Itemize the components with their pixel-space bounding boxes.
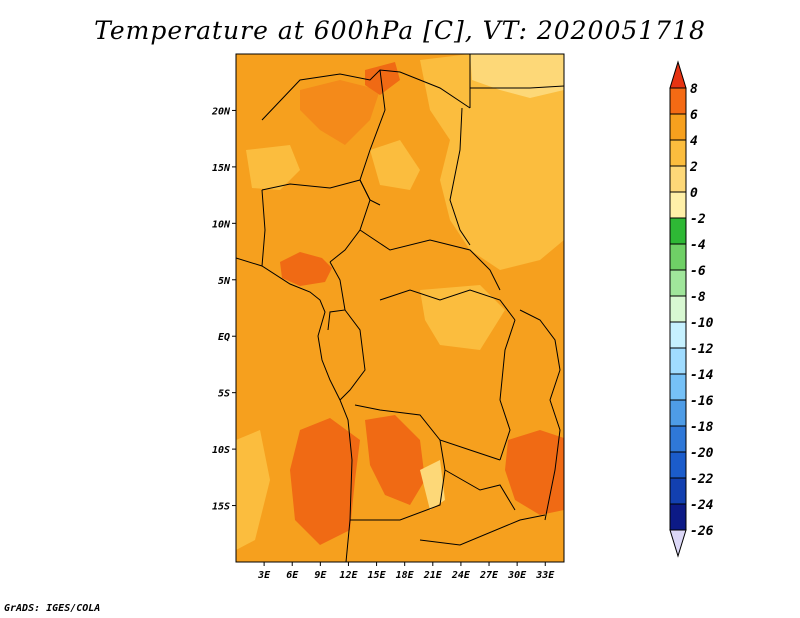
colorbar-label: -6 (690, 264, 706, 279)
colorbar-swatch (669, 451, 687, 479)
cool-patch-congo (420, 285, 505, 350)
colorbar-swatch (669, 477, 687, 505)
colorbar-swatch (669, 321, 687, 349)
cool-patch-southwest (236, 430, 270, 550)
border-drc-north (379, 289, 516, 321)
border-zambia (444, 469, 516, 511)
border-east-lakes (519, 309, 561, 521)
lon-tick-label: 30E (507, 570, 527, 581)
colorbar-swatch (669, 87, 687, 115)
warm-patch-mozambique (505, 430, 564, 515)
lon-tick-label: 27E (479, 570, 499, 581)
colorbar-swatch (669, 295, 687, 323)
colorbar-label: -8 (690, 290, 706, 305)
warm-patch-sahel (300, 80, 380, 145)
cool-patch-sudan (420, 54, 564, 270)
border-angola (350, 439, 446, 521)
border-drc-south (354, 404, 501, 461)
colorbar-swatch (669, 373, 687, 401)
lat-tick-label: 5N (218, 276, 231, 287)
colorbar-swatch (669, 191, 687, 219)
colorbar-label: -10 (690, 316, 714, 331)
lon-tick-label: 9E (314, 570, 327, 581)
colorbar-label: -16 (690, 394, 714, 409)
colorbar-top-arrow (669, 60, 687, 89)
colorbar-swatch (669, 217, 687, 245)
colorbar-swatch (669, 139, 687, 167)
lat-tick-label: 5S (218, 389, 230, 400)
lat-tick-label: 10N (212, 219, 231, 230)
lon-tick-label: 12E (339, 570, 358, 581)
colorbar-label: -18 (690, 420, 714, 435)
lat-tick-label: EQ (218, 332, 230, 343)
cool-patch-chad (370, 140, 420, 190)
lon-tick-label: 33E (535, 570, 555, 581)
colorbar-label: -14 (690, 368, 714, 383)
cool-patch-westafrica (246, 145, 300, 190)
warm-patch-angola (290, 418, 360, 545)
colorbar-label: 0 (690, 186, 698, 201)
longitude-axis: 3E 6E 9E 12E 15E 18E 21E 24E 27E 30E 33E (257, 562, 555, 581)
colorbar: 8 6 4 2 0 -2 -4 -6 -8 -10 -12 -14 -16 -18 -20 -22 -24 -26 (669, 60, 714, 558)
colorbar-swatch (669, 347, 687, 375)
lon-tick-label: 24E (451, 570, 471, 581)
cool-patch-south (420, 460, 445, 510)
latitude-axis: 20N 15N 10N 5N EQ 5S 10S 15S (211, 106, 236, 513)
lat-tick-label: 20N (211, 106, 231, 117)
colorbar-swatch (669, 165, 687, 193)
border-congo (339, 309, 366, 401)
colorbar-label: 8 (690, 82, 698, 97)
lon-tick-label: 21E (423, 570, 443, 581)
colorbar-swatch (669, 503, 687, 531)
lat-tick-label: 15S (212, 502, 230, 513)
colorbar-label: -22 (690, 472, 714, 487)
colorbar-label: 4 (690, 134, 698, 149)
lat-tick-label: 15N (212, 163, 231, 174)
border-sahara-line (261, 69, 471, 121)
lon-tick-label: 3E (257, 570, 271, 581)
colorbar-label: 2 (689, 160, 698, 175)
temperature-field (236, 54, 564, 562)
border-ethiopia (470, 85, 564, 89)
colorbar-bottom-arrow (669, 529, 687, 558)
colorbar-label: 6 (690, 108, 698, 123)
warm-patch-north (365, 62, 400, 95)
colorbar-swatch (669, 425, 687, 453)
lon-tick-label: 15E (368, 570, 387, 581)
colorbar-swatch (669, 243, 687, 271)
map-frame (235, 53, 565, 563)
warm-patch-zambia (365, 415, 425, 505)
colorbar-label: -26 (690, 524, 714, 539)
border-drc-east (499, 319, 516, 461)
colorbar-label: -4 (690, 238, 706, 253)
country-boundaries (236, 54, 564, 562)
colorbar-label: -2 (690, 212, 706, 227)
lon-tick-label: 6E (286, 570, 299, 581)
colorbar-label: -24 (690, 498, 714, 513)
map-title: Temperature at 600hPa [C], VT: 202005171… (94, 16, 706, 45)
lon-tick-label: 18E (396, 570, 415, 581)
lat-tick-label: 10S (212, 445, 230, 456)
border-chad-sudan (449, 107, 471, 246)
border-nigeria (261, 179, 371, 263)
warm-patch-nigeria (280, 252, 332, 286)
grads-credit: GrADS: IGES/COLA (4, 603, 101, 614)
border-car (359, 229, 501, 291)
colorbar-swatch (669, 269, 687, 297)
border-south-africa (419, 514, 546, 546)
colorbar-label: -12 (690, 342, 714, 357)
colorbar-swatch (669, 113, 687, 141)
border-west-vertical (261, 189, 266, 267)
colorbar-swatch (669, 399, 687, 427)
colorbar-label: -20 (690, 446, 714, 461)
border-niger-chad (359, 69, 386, 206)
coastline-west-africa (236, 257, 353, 562)
